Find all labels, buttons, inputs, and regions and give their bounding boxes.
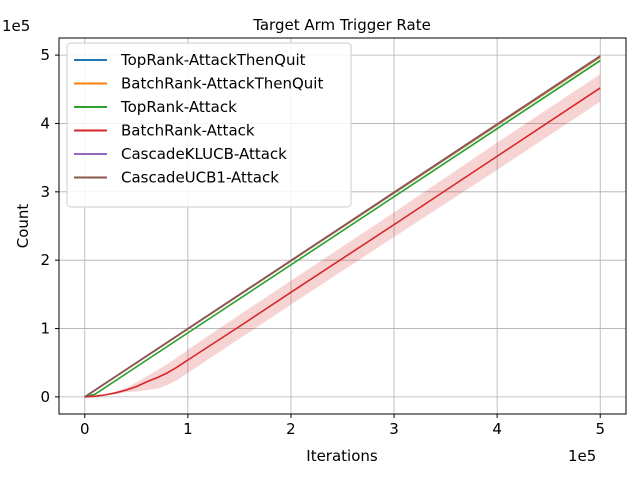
y-tick-label: 3 <box>40 183 50 201</box>
x-tick-label: 0 <box>80 420 90 438</box>
series-line-3 <box>84 87 601 398</box>
x-tick-label: 5 <box>595 420 605 438</box>
x-tick-label: 1 <box>183 420 193 438</box>
y-axis-offset-label: 1e5 <box>2 17 30 35</box>
legend-label: BatchRank-AttackThenQuit <box>121 75 323 93</box>
y-tick-label: 0 <box>40 388 50 406</box>
legend-label: TopRank-Attack <box>120 98 237 116</box>
x-tick-label: 4 <box>492 420 502 438</box>
y-axis-label: Count <box>14 204 32 249</box>
legend: TopRank-AttackThenQuit BatchRank-AttackTh… <box>66 42 352 208</box>
x-tick-label: 2 <box>286 420 296 438</box>
x-axis-offset-label: 1e5 <box>568 447 596 465</box>
y-tick-label: 4 <box>40 114 50 132</box>
series-lines <box>84 55 601 398</box>
x-tick-label: 3 <box>389 420 399 438</box>
chart-title: Target Arm Trigger Rate <box>252 16 431 34</box>
legend-label: CascadeKLUCB-Attack <box>121 145 287 163</box>
legend-label: CascadeUCB1-Attack <box>121 169 279 187</box>
y-tick-label: 1 <box>40 320 50 338</box>
y-tick-label: 5 <box>40 46 50 64</box>
legend-label: TopRank-AttackThenQuit <box>120 51 306 69</box>
legend-box <box>66 42 352 208</box>
x-axis-label: Iterations <box>306 447 378 465</box>
y-tick-label: 2 <box>40 251 50 269</box>
legend-label: BatchRank-Attack <box>121 122 255 140</box>
axis-ticks: 0 1 2 3 4 5 0 1 2 3 4 5 <box>40 46 605 438</box>
series-line-5 <box>84 55 601 398</box>
plot-frame <box>58 37 627 415</box>
